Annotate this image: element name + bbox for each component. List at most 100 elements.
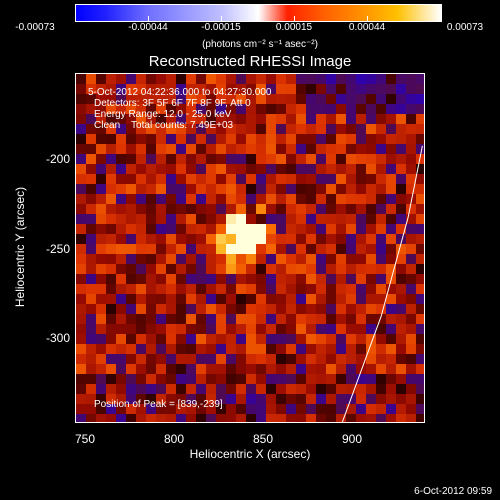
heatmap-cell [356, 264, 367, 275]
heatmap-cell [186, 254, 197, 265]
heatmap-cell [156, 94, 167, 105]
heatmap-cell [146, 74, 157, 85]
heatmap-cell [106, 144, 117, 155]
heatmap-cell [176, 174, 187, 185]
heatmap-cell [376, 354, 387, 365]
heatmap-cell [176, 214, 187, 225]
heatmap-cell [156, 314, 167, 325]
heatmap-cell [186, 354, 197, 365]
heatmap-cell [126, 384, 137, 395]
heatmap-cell [206, 144, 217, 155]
heatmap-cell [146, 244, 157, 255]
heatmap-cell [256, 204, 267, 215]
heatmap-cell [326, 184, 337, 195]
heatmap-cell [96, 204, 107, 215]
heatmap-cell [86, 154, 97, 165]
heatmap-cell [116, 324, 127, 335]
heatmap-cell [156, 74, 167, 85]
heatmap-cell [216, 294, 227, 305]
heatmap-cell [126, 204, 137, 215]
heatmap-cell [236, 354, 247, 365]
heatmap-cell [356, 294, 367, 305]
heatmap-cell [106, 224, 117, 235]
heatmap-cell [96, 194, 107, 205]
heatmap-cell [386, 384, 397, 395]
heatmap-cell [256, 104, 267, 115]
heatmap-cell [96, 364, 107, 375]
heatmap-cell [216, 134, 227, 145]
heatmap-cell [206, 94, 217, 105]
heatmap-cell [226, 304, 237, 315]
heatmap-cell [226, 294, 237, 305]
heatmap-cell [406, 144, 417, 155]
heatmap-cell [86, 294, 97, 305]
heatmap-cell [76, 194, 87, 205]
heatmap-cell [146, 404, 157, 415]
heatmap-cell [316, 194, 327, 205]
heatmap-cell [336, 134, 347, 145]
heatmap-cell [276, 174, 287, 185]
heatmap-cell [146, 344, 157, 355]
heatmap-cell [176, 164, 187, 175]
heatmap-cell [416, 244, 424, 255]
heatmap-cell [236, 304, 247, 315]
heatmap-cell [326, 104, 337, 115]
heatmap-cell [236, 414, 247, 422]
heatmap-cell [166, 104, 177, 115]
heatmap-cell [196, 244, 207, 255]
heatmap-cell [226, 244, 237, 255]
heatmap-cell [266, 154, 277, 165]
heatmap-cell [396, 124, 407, 135]
heatmap-cell [356, 344, 367, 355]
heatmap-cell [196, 184, 207, 195]
heatmap-cell [376, 174, 387, 185]
heatmap-cell [396, 344, 407, 355]
heatmap-cell [246, 94, 257, 105]
heatmap-cell [276, 84, 287, 95]
heatmap-cell [136, 304, 147, 315]
heatmap-cell [336, 114, 347, 125]
heatmap-cell [106, 314, 117, 325]
heatmap-cell [116, 234, 127, 245]
heatmap-cell [146, 204, 157, 215]
heatmap-cell [206, 264, 217, 275]
heatmap-cell [76, 114, 87, 125]
heatmap-cell [246, 324, 257, 335]
heatmap-cell [136, 84, 147, 95]
heatmap-cell [156, 154, 167, 165]
heatmap-cell [206, 114, 217, 125]
heatmap-cell [406, 294, 417, 305]
heatmap-cell [186, 284, 197, 295]
heatmap-cell [86, 404, 97, 415]
colorbar-units: (photons cm⁻² s⁻¹ asec⁻²) [202, 39, 318, 50]
heatmap-cell [416, 364, 424, 375]
heatmap-cell [236, 274, 247, 285]
heatmap-cell [246, 274, 257, 285]
heatmap-cell [226, 344, 237, 355]
heatmap-cell [126, 414, 137, 422]
heatmap-cell [356, 314, 367, 325]
heatmap-cell [376, 134, 387, 145]
heatmap-cell [376, 234, 387, 245]
heatmap-cell [126, 304, 137, 315]
heatmap-cell [86, 214, 97, 225]
heatmap-cell [396, 224, 407, 235]
heatmap-cell [206, 284, 217, 295]
heatmap-cell [286, 124, 297, 135]
heatmap-cell [106, 164, 117, 175]
heatmap-cell [326, 204, 337, 215]
heatmap-cell [286, 324, 297, 335]
heatmap-cell [336, 74, 347, 85]
heatmap-cell [136, 104, 147, 115]
heatmap-cell [276, 154, 287, 165]
heatmap-cell [386, 204, 397, 215]
heatmap-cell [216, 404, 227, 415]
heatmap-cell [346, 174, 357, 185]
heatmap-cell [86, 344, 97, 355]
heatmap-cell [366, 244, 377, 255]
heatmap-cell [396, 154, 407, 165]
heatmap-cell [206, 384, 217, 395]
heatmap-cell [306, 74, 317, 85]
heatmap-cell [216, 384, 227, 395]
heatmap-cell [336, 334, 347, 345]
